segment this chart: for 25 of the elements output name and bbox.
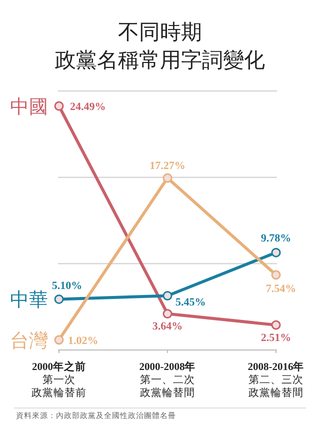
data-label: 5.45% <box>176 296 206 309</box>
x-tick-label: 2000-2008年第一、二次政黨輪替間 <box>139 360 196 399</box>
data-label: 5.10% <box>52 280 82 292</box>
point <box>54 101 64 111</box>
series-label: 台灣 <box>10 330 48 352</box>
point <box>162 173 172 183</box>
x-tick-label: 2008-2016年第二、三次政黨輪替間 <box>248 360 304 399</box>
data-label: 1.02% <box>68 334 98 347</box>
data-label: 9.78% <box>260 232 292 245</box>
series-label: 中華 <box>10 290 48 312</box>
point <box>271 320 281 330</box>
point <box>271 270 281 280</box>
point <box>162 308 172 318</box>
data-label: 24.49% <box>70 101 106 114</box>
chart-title: 不同時期政黨名稱常用字詞變化 <box>55 20 265 72</box>
data-label: 17.27% <box>150 160 186 172</box>
x-tick-label: 2000年之前第一次政黨輪替前 <box>32 360 86 399</box>
point <box>54 335 64 345</box>
point <box>162 290 172 300</box>
point <box>54 294 64 304</box>
series-label: 中國 <box>10 97 48 118</box>
data-label: 7.54% <box>266 282 296 295</box>
point <box>271 248 281 258</box>
data-label: 2.51% <box>260 332 292 344</box>
data-label: 3.64% <box>152 320 183 333</box>
